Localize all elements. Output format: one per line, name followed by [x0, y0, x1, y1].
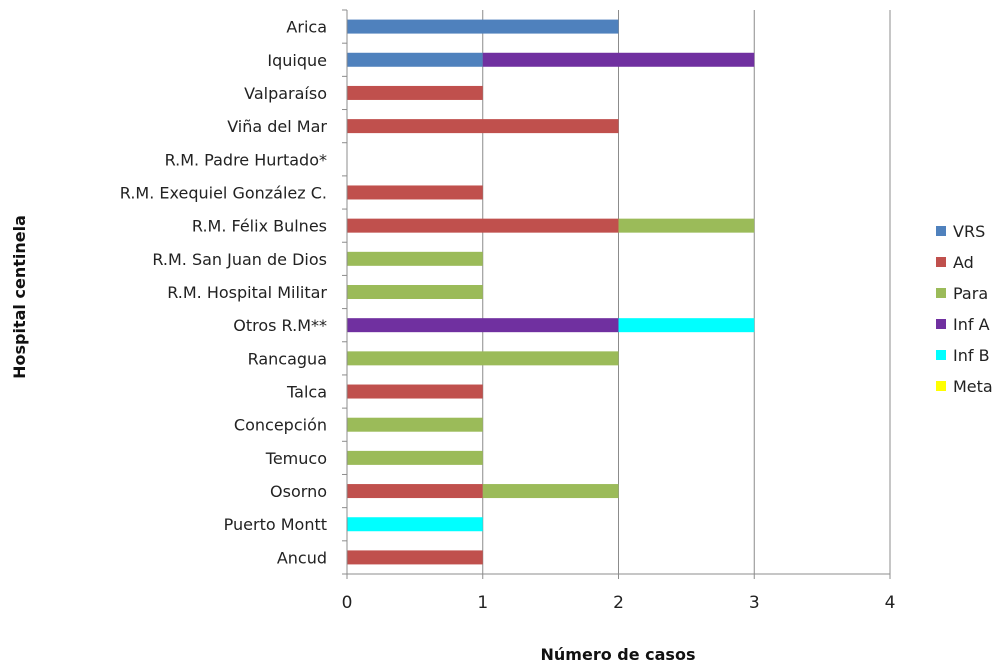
legend-swatch-inf-b — [936, 350, 946, 360]
legend-swatch-meta — [936, 381, 946, 391]
bar-para-6 — [618, 218, 755, 233]
bar-para-8 — [347, 285, 483, 299]
bar-inf-a-9 — [347, 318, 619, 333]
category-label: Osorno — [270, 482, 327, 501]
category-label: Ancud — [277, 548, 327, 567]
legend-label: Inf B — [953, 346, 990, 365]
bars — [347, 19, 755, 565]
legend-swatch-inf-a — [936, 319, 946, 329]
bar-vrs-1 — [347, 52, 483, 67]
category-label: Otros R.M** — [233, 316, 327, 335]
x-tick-label: 4 — [885, 593, 896, 613]
bar-para-10 — [347, 351, 619, 366]
legend-swatch-vrs — [936, 226, 946, 236]
legend-label: Ad — [953, 253, 974, 272]
x-tick-label: 2 — [613, 593, 624, 613]
bar-ad-11 — [347, 384, 483, 399]
tick-labels: 0 1 2 3 4 — [342, 593, 896, 613]
x-axis-title: Número de casos — [541, 645, 696, 664]
bar-ad-2 — [347, 85, 483, 100]
y-axis-title: Hospital centinela — [10, 215, 29, 379]
axes — [342, 9, 891, 579]
category-label: Rancagua — [248, 349, 327, 368]
bar-ad-5 — [347, 185, 483, 200]
category-label: R.M. Félix Bulnes — [192, 217, 327, 236]
bar-para-13 — [347, 450, 483, 465]
category-label: Talca — [286, 383, 327, 402]
bar-inf-a-1 — [482, 52, 755, 67]
category-label: Iquique — [267, 51, 327, 70]
bar-inf-b-9 — [618, 318, 755, 333]
bar-vrs-0 — [347, 19, 619, 34]
legend-swatch-ad — [936, 257, 946, 267]
bar-ad-14 — [347, 484, 483, 499]
category-label: R.M. Exequiel González C. — [120, 183, 327, 202]
legend-swatch-para — [936, 288, 946, 298]
bar-para-7 — [347, 251, 483, 266]
category-label: Viña del Mar — [227, 117, 327, 136]
category-label: Temuco — [265, 449, 327, 468]
category-label: R.M. Padre Hurtado* — [165, 150, 327, 169]
category-label: R.M. Hospital Militar — [167, 283, 327, 302]
x-tick-label: 3 — [749, 593, 760, 613]
bar-ad-16 — [347, 550, 483, 565]
x-tick-label: 0 — [342, 593, 353, 613]
legend-label: VRS — [953, 222, 985, 241]
legend: VRS Ad Para Inf A Inf B Meta — [936, 222, 993, 396]
x-tick-label: 1 — [477, 593, 488, 613]
bar-ad-6 — [347, 218, 619, 233]
category-label: Puerto Montt — [224, 515, 327, 534]
legend-label: Meta — [953, 377, 993, 396]
bar-para-12 — [347, 417, 483, 432]
bar-inf-b-15 — [347, 517, 483, 532]
category-label: R.M. San Juan de Dios — [152, 250, 327, 269]
bar-para-14 — [482, 484, 619, 499]
category-labels: Arica Iquique Valparaíso Viña del Mar R.M. P… — [120, 18, 328, 568]
category-label: Valparaíso — [244, 84, 327, 103]
legend-label: Inf A — [953, 315, 990, 334]
legend-label: Para — [953, 284, 988, 303]
category-label: Arica — [286, 18, 327, 37]
bar-ad-3 — [347, 119, 619, 134]
category-label: Concepción — [234, 416, 327, 435]
